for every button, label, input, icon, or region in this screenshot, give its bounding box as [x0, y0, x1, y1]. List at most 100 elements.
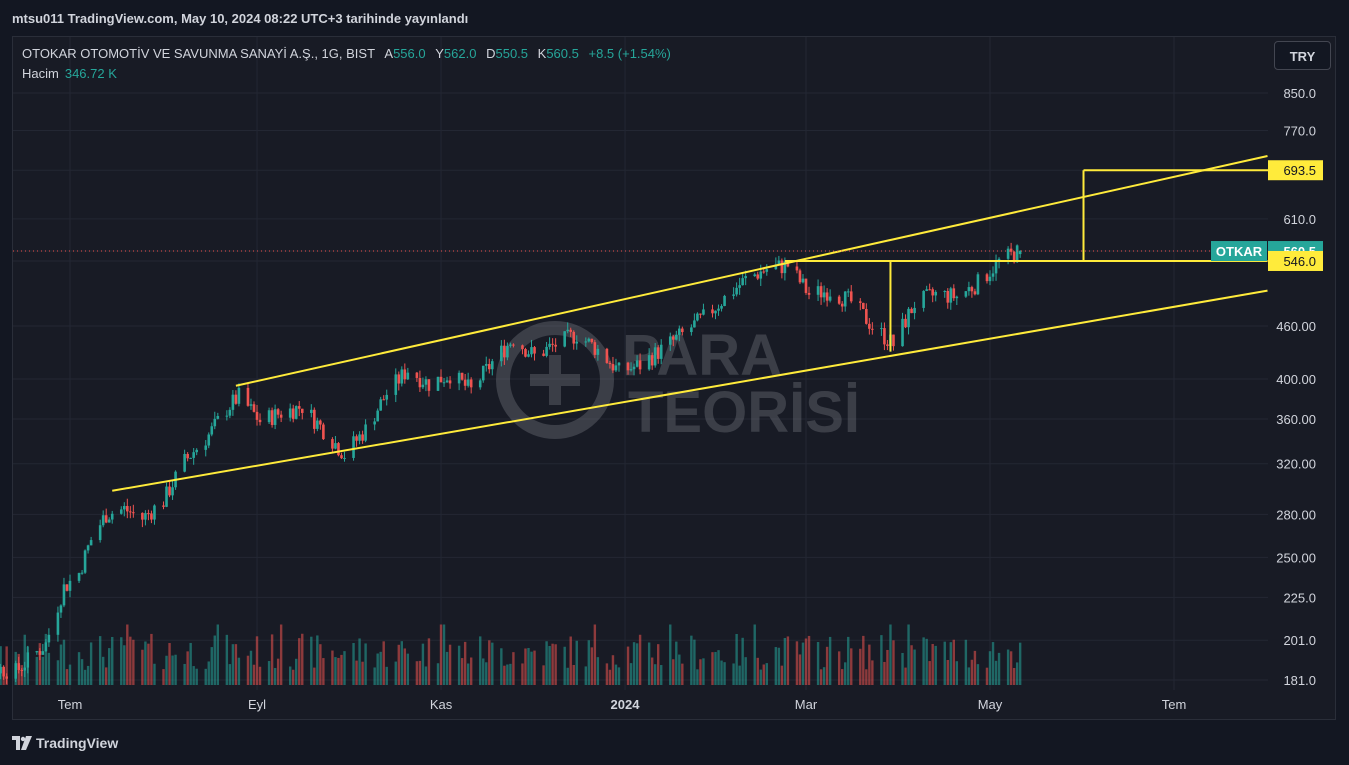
volume-bar	[783, 637, 787, 685]
volume-bar	[111, 636, 114, 685]
y-tick-label: 360.00	[1276, 412, 1316, 427]
volume-bar	[379, 651, 382, 685]
volume-bar	[632, 642, 636, 685]
volume-bar	[141, 649, 144, 685]
candle-body	[478, 380, 482, 388]
candle-body	[656, 347, 660, 359]
candle-body	[231, 394, 235, 410]
candle-body	[355, 436, 358, 441]
volume-bar	[678, 654, 681, 685]
candle-body	[825, 292, 829, 301]
volume-bar	[566, 667, 569, 685]
candle-body	[638, 360, 642, 370]
volume-bar	[463, 641, 467, 685]
volume-bar	[804, 638, 808, 685]
candle-body	[44, 642, 48, 652]
candle-body	[183, 453, 186, 472]
candle-body	[358, 434, 361, 441]
candle-body	[439, 376, 443, 383]
volume-bar	[150, 633, 153, 685]
volume-bar	[457, 645, 461, 685]
volume-bar	[952, 639, 956, 685]
volume-bar	[503, 665, 506, 685]
chart-panel[interactable]	[12, 36, 1336, 720]
candle-body	[967, 287, 971, 292]
volume-bar	[123, 645, 126, 685]
x-tick-label: 2024	[611, 697, 641, 712]
volume-bar	[298, 638, 301, 685]
volume-bar	[913, 649, 916, 685]
volume-bar	[696, 669, 699, 685]
volume-bar	[382, 641, 385, 685]
volume-bar	[946, 659, 949, 685]
volume-bar	[723, 662, 726, 685]
candle-body	[56, 612, 60, 635]
candle-body	[165, 486, 168, 507]
volume-bar	[361, 661, 364, 685]
candle-body	[738, 285, 741, 288]
candle-body	[294, 406, 298, 419]
symbol-tag-box	[1211, 241, 1267, 262]
volume-bar	[171, 655, 174, 685]
change-value: +8.5 (+1.54%)	[588, 46, 671, 61]
volume-bar	[424, 666, 428, 685]
volume-bar	[406, 653, 410, 685]
candle-body	[970, 287, 974, 292]
volume-bar	[889, 624, 892, 685]
candle-body	[207, 434, 211, 446]
candle-body	[490, 361, 494, 370]
volume-bar	[660, 665, 663, 685]
candle-body	[1015, 245, 1019, 263]
volume-bar	[337, 657, 340, 685]
volume-bar	[988, 651, 992, 685]
volume-bar	[126, 624, 129, 685]
open-label: A	[384, 46, 394, 61]
volume-bar	[376, 653, 379, 685]
volume-bar	[732, 663, 735, 685]
volume-bar	[994, 660, 998, 685]
candle-body	[964, 291, 968, 297]
volume-bar	[795, 641, 799, 685]
candle-body	[2, 666, 5, 677]
candle-body	[340, 455, 343, 459]
candle-body	[671, 336, 675, 340]
candle-body	[101, 515, 105, 526]
tradingview-logo[interactable]: TradingView	[12, 735, 118, 751]
candle-body	[892, 334, 895, 347]
candle-body	[931, 289, 934, 296]
volume-bar	[997, 652, 1001, 685]
volume-bar	[970, 659, 974, 685]
candle-body	[192, 452, 195, 458]
candle-body	[566, 329, 570, 332]
candle-body	[122, 505, 126, 510]
candle-body	[759, 271, 763, 279]
volume-bar	[892, 640, 895, 685]
volume-bar	[442, 624, 446, 685]
volume-bar	[162, 669, 165, 685]
volume-bar	[753, 624, 756, 685]
candle-body	[171, 487, 174, 496]
volume-bar	[545, 641, 548, 685]
currency-button[interactable]: TRY	[1274, 41, 1331, 70]
candle-body	[774, 264, 778, 270]
volume-bar	[334, 657, 337, 685]
volume-bar	[943, 641, 946, 685]
volume-bar	[147, 643, 150, 685]
candle-body	[711, 309, 714, 314]
candle-body	[5, 676, 8, 679]
candle-body	[807, 292, 811, 295]
candle-body	[949, 288, 953, 303]
top-bar: mtsu011 TradingView.com, May 10, 2024 08…	[0, 0, 1349, 36]
low-label: D	[486, 46, 496, 61]
candle-body	[907, 308, 910, 328]
candle-body	[647, 355, 651, 370]
volume-bar	[976, 664, 980, 685]
candle-body	[668, 336, 672, 345]
candle-body	[141, 512, 144, 520]
candle-body	[910, 308, 913, 314]
candle-body	[506, 345, 509, 358]
candle-body	[822, 292, 826, 298]
candle-body	[563, 331, 566, 347]
